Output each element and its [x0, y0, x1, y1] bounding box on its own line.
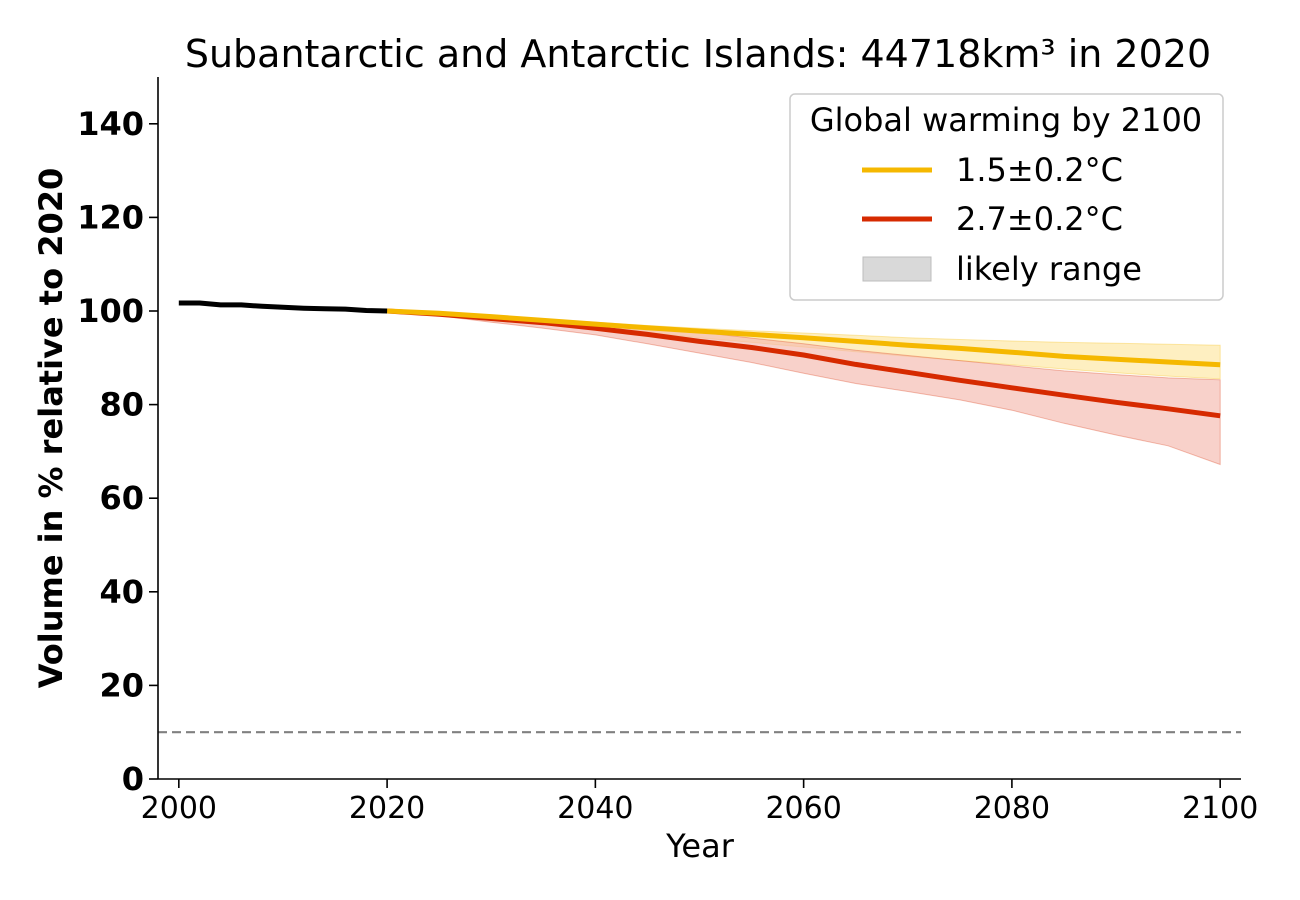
y-tick-label: 120 [77, 198, 144, 236]
x-tick-label: 2100 [1182, 791, 1258, 826]
legend-label-1: 2.7±0.2°C [956, 200, 1123, 238]
series-lines [178, 300, 1221, 419]
y-tick-label: 20 [99, 666, 144, 704]
y-tick-label: 40 [99, 573, 144, 611]
x-tick-label: 2000 [141, 791, 217, 826]
y-axis-label: Volume in % relative to 2020 [32, 168, 70, 689]
series-line-0 [178, 300, 388, 314]
likely-range-bands [387, 310, 1221, 466]
legend-frame [789, 93, 1224, 301]
series-line-1 [386, 308, 1221, 368]
y-tick-label: 60 [99, 479, 144, 517]
x-tick-label: 2040 [557, 791, 633, 826]
legend-label-0: 1.5±0.2°C [956, 151, 1123, 189]
chart-title: Subantarctic and Antarctic Islands: 4471… [185, 32, 1211, 76]
x-tick-label: 2060 [765, 791, 841, 826]
y-tick-label: 100 [77, 292, 144, 330]
legend-title: Global warming by 2100 [810, 101, 1202, 139]
axes [149, 77, 1241, 788]
x-tick-label: 2080 [974, 791, 1050, 826]
y-tick-label: 80 [99, 386, 144, 424]
y-tick-label: 140 [77, 105, 144, 143]
x-tick-label: 2020 [349, 791, 425, 826]
legend-swatch-2 [862, 256, 932, 282]
x-axis-label: Year [665, 827, 735, 865]
legend: Global warming by 2100 1.5±0.2°C 2.7±0.2°C… [789, 93, 1224, 301]
y-tick-label: 0 [122, 760, 144, 798]
legend-label-2: likely range [956, 250, 1142, 288]
